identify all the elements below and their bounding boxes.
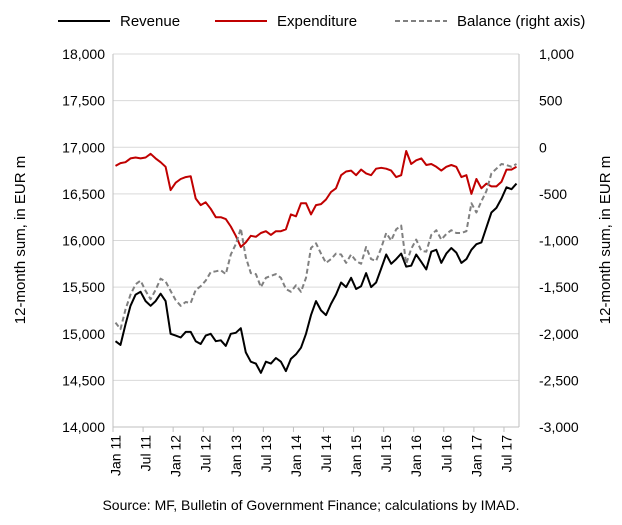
y-tick-label-left: 17,000: [62, 139, 105, 155]
x-tick-label: Jul 14: [318, 435, 334, 473]
x-tick-label: Jul 16: [438, 435, 454, 473]
x-axis-ticks: Jan 11 Jul 11 Jan 12 Jul 12 Jan 13 Jul 13 Jan …: [108, 427, 514, 477]
legend-label-balance: Balance (right axis): [457, 13, 585, 30]
y-tick-label-left: 14,000: [62, 419, 105, 435]
source-note: Source: MF, Bulletin of Government Finan…: [102, 497, 520, 513]
x-tick-label: Jul 15: [378, 435, 394, 473]
x-tick-label: Jul 11: [138, 435, 154, 472]
y-tick-label-left: 16,000: [62, 233, 105, 249]
y-tick-label-left: 14,500: [62, 372, 105, 388]
x-tick-label: Jan 12: [168, 435, 184, 477]
y-axis-ticks-right: -3,000 -2,500 -2,000 -1,500 -1,000 -500 0 500 1,…: [539, 46, 579, 435]
x-tick-label: Jul 17: [498, 435, 514, 473]
x-tick-label: Jan 16: [408, 435, 424, 477]
series-lines: [114, 150, 518, 374]
y-tick-label-left: 15,000: [62, 326, 105, 342]
legend-label-revenue: Revenue: [120, 13, 180, 30]
series-line-balance: [114, 163, 517, 331]
x-tick-label: Jul 12: [198, 435, 214, 473]
y-axis-title-left: 12-month sum, in EUR m: [12, 156, 29, 324]
y-tick-label-left: 16,500: [62, 186, 105, 202]
y-tick-label-right: 0: [539, 139, 547, 155]
y-tick-label-right: 500: [539, 93, 563, 109]
x-tick-label: Jan 15: [348, 435, 364, 477]
series-line-revenue: [114, 182, 518, 374]
y-tick-label-right: 1,000: [539, 46, 574, 62]
x-tick-label: Jul 13: [258, 435, 274, 473]
axes: [112, 54, 520, 428]
x-tick-label: Jan 17: [468, 435, 484, 477]
y-axis-ticks-left: 14,000 14,500 15,000 15,500 16,000 16,500 17,0…: [62, 46, 105, 435]
x-tick-label: Jan 11: [108, 435, 124, 476]
x-tick-label: Jan 14: [288, 435, 304, 477]
legend: Revenue Expenditure Balance (right axis): [58, 13, 585, 30]
legend-label-expenditure: Expenditure: [277, 13, 357, 30]
y-tick-label-right: -2,500: [539, 372, 579, 388]
gridlines: [113, 53, 519, 381]
y-tick-label-left: 18,000: [62, 46, 105, 62]
y-tick-label-right: -500: [539, 186, 567, 202]
y-tick-label-right: -1,500: [539, 279, 579, 295]
y-axis-title-right: 12-month sum, in EUR m: [597, 156, 614, 324]
y-tick-label-left: 17,500: [62, 93, 105, 109]
x-tick-label: Jan 13: [228, 435, 244, 477]
y-tick-label-right: -2,000: [539, 326, 579, 342]
series-line-expenditure: [115, 150, 517, 248]
y-tick-label-left: 15,500: [62, 279, 105, 295]
y-tick-label-right: -1,000: [539, 233, 579, 249]
y-tick-label-right: -3,000: [539, 419, 579, 435]
